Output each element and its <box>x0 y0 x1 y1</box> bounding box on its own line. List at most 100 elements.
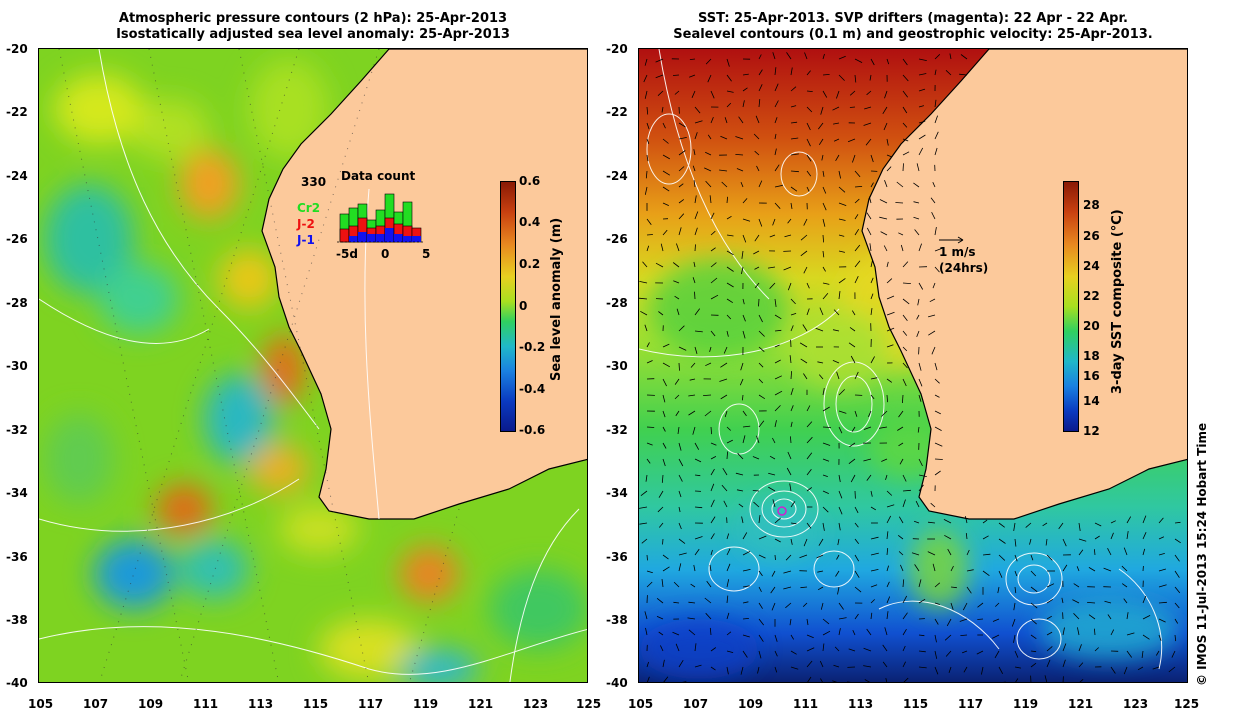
velocity-arrow <box>822 618 830 625</box>
velocity-arrow <box>902 122 908 128</box>
velocity-arrow <box>799 554 808 559</box>
velocity-arrow <box>726 631 732 636</box>
velocity-arrow <box>870 599 875 604</box>
velocity-arrow <box>902 378 907 387</box>
velocity-arrow <box>854 260 861 268</box>
velocity-arrow <box>998 554 1006 561</box>
velocity-arrow <box>882 106 888 115</box>
velocity-arrow <box>710 468 715 476</box>
velocity-arrow <box>785 554 792 561</box>
velocity-arrow <box>800 358 808 364</box>
velocity-arrow <box>1171 650 1176 658</box>
velocity-arrow <box>870 552 879 556</box>
velocity-arrow <box>1121 565 1128 572</box>
velocity-arrow <box>917 426 920 433</box>
velocity-arrow <box>870 536 879 540</box>
velocity-arrow <box>822 202 827 211</box>
velocity-arrow <box>817 361 824 364</box>
velocity-arrow <box>819 660 824 668</box>
velocity-arrow <box>886 278 893 284</box>
velocity-arrow <box>1062 627 1065 636</box>
velocity-arrow <box>655 58 664 63</box>
velocity-arrow <box>742 585 750 588</box>
velocity-arrow <box>914 229 920 236</box>
velocity-arrow <box>902 58 908 66</box>
velocity-arrow <box>768 472 776 476</box>
velocity-arrow <box>726 90 734 93</box>
velocity-arrow <box>886 261 889 268</box>
lat-tick: -22 <box>6 105 28 119</box>
velocity-arrow <box>822 490 829 494</box>
velocity-arrow <box>1121 583 1128 588</box>
velocity-arrow <box>790 387 794 396</box>
velocity-arrow <box>726 215 732 220</box>
velocity-arrow <box>758 346 765 352</box>
velocity-arrow <box>803 218 808 226</box>
velocity-arrow <box>658 490 664 498</box>
velocity-arrow <box>1110 532 1114 540</box>
velocity-arrow <box>742 394 744 401</box>
velocity-arrow <box>822 474 828 477</box>
velocity-arrow <box>918 362 922 371</box>
velocity-arrow <box>662 566 670 572</box>
velocity-arrow <box>863 647 872 652</box>
velocity-arrow <box>709 195 712 204</box>
velocity-arrow <box>758 420 765 428</box>
hist-tick-5: 5 <box>422 247 431 261</box>
velocity-arrow <box>758 330 765 337</box>
velocity-arrow <box>981 666 984 675</box>
velocity-arrow <box>767 266 776 269</box>
sst-cbar-tick-16: 16 <box>1083 369 1100 383</box>
velocity-arrow <box>806 618 809 626</box>
velocity-arrow <box>960 54 968 60</box>
velocity-arrow <box>816 554 824 559</box>
velocity-arrow <box>833 664 840 668</box>
velocity-arrow <box>706 580 712 588</box>
velocity-arrow <box>790 202 793 209</box>
velocity-arrow <box>742 198 748 204</box>
land-australia-sst <box>861 49 1187 520</box>
velocity-arrow <box>934 247 943 252</box>
lat-tick: -24 <box>6 169 28 183</box>
velocity-arrow <box>1152 666 1160 670</box>
velocity-arrow <box>833 138 840 142</box>
velocity-arrow <box>646 570 653 574</box>
velocity-arrow <box>934 266 940 273</box>
velocity-arrow <box>1158 634 1162 641</box>
velocity-arrow <box>822 522 825 531</box>
velocity-arrow <box>882 644 888 652</box>
lon-tick: 115 <box>303 697 329 711</box>
velocity-arrow <box>838 628 841 636</box>
velocity-arrow <box>709 564 712 572</box>
velocity-arrow <box>726 666 729 675</box>
velocity-arrow <box>886 154 893 158</box>
velocity-arrow <box>1094 522 1102 527</box>
velocity-arrow <box>742 298 745 305</box>
velocity-arrow <box>870 58 875 66</box>
velocity-arrow <box>864 679 871 682</box>
velocity-arrow <box>694 664 702 668</box>
velocity-arrow <box>772 52 776 60</box>
velocity-arrow <box>802 324 808 332</box>
velocity-arrow <box>758 618 765 626</box>
velocity-arrow <box>838 490 843 499</box>
velocity-arrow <box>833 122 840 125</box>
velocity-arrow <box>946 618 952 627</box>
velocity-arrow <box>806 452 813 460</box>
velocity-arrow <box>1046 583 1055 588</box>
velocity-arrow <box>916 163 920 172</box>
velocity-arrow <box>886 548 889 556</box>
velocity-arrow <box>674 394 680 400</box>
velocity-arrow <box>1078 549 1084 556</box>
velocity-arrow <box>838 74 845 81</box>
velocity-arrow <box>758 180 763 188</box>
velocity-arrow <box>1078 522 1081 531</box>
velocity-arrow <box>754 234 760 242</box>
velocity-arrow <box>735 472 744 476</box>
velocity-arrow <box>774 298 777 307</box>
velocity-arrow <box>758 515 761 524</box>
velocity-arrow <box>884 180 888 188</box>
velocity-arrow <box>995 602 1000 607</box>
velocity-arrow <box>1107 548 1112 556</box>
velocity-arrow <box>1046 631 1053 636</box>
